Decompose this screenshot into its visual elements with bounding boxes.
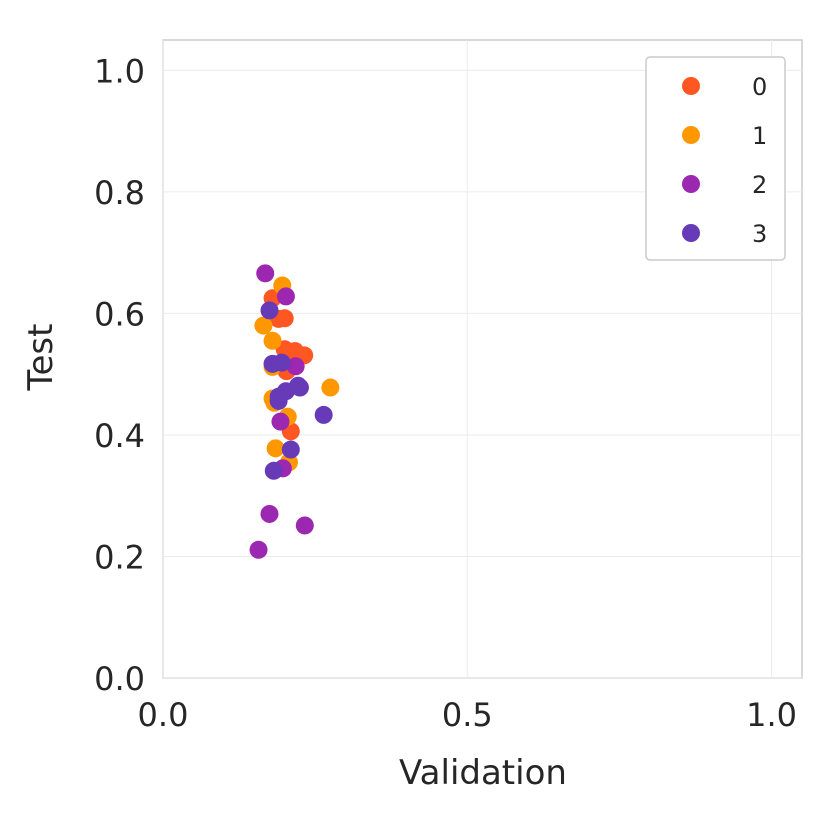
data-point (272, 353, 291, 372)
y-tick-label: 0.0 (94, 660, 145, 698)
legend-label: 3 (752, 220, 767, 248)
legend: 0 1 2 3 (645, 56, 786, 261)
legend-marker (682, 126, 700, 144)
data-point (281, 440, 300, 459)
data-point (249, 540, 268, 559)
legend-item-2: 2 (682, 171, 767, 199)
series-3 (260, 301, 333, 480)
data-point (286, 357, 305, 376)
legend-label: 0 (752, 73, 767, 101)
y-axis-label: Test (21, 324, 61, 392)
data-point (271, 412, 290, 431)
x-axis-ticks: 0.0 0.5 1.0 (138, 696, 797, 734)
data-point (260, 301, 279, 320)
data-point (295, 516, 314, 535)
data-point (254, 316, 273, 335)
y-axis-ticks: 0.0 0.2 0.4 0.6 0.8 1.0 (94, 52, 145, 698)
data-point (276, 287, 295, 306)
y-tick-label: 0.6 (94, 295, 145, 333)
legend-item-0: 0 (682, 73, 767, 101)
data-points (249, 264, 340, 559)
data-point (264, 461, 283, 480)
legend-item-3: 3 (682, 220, 767, 248)
legend-label: 1 (752, 122, 767, 150)
x-tick-label: 0.5 (442, 696, 493, 734)
x-axis-label: Validation (399, 753, 567, 793)
legend-box (645, 56, 786, 261)
legend-item-1: 1 (682, 122, 767, 150)
data-point (314, 405, 333, 424)
data-point (269, 391, 288, 410)
legend-marker (682, 77, 700, 95)
data-point (263, 331, 282, 350)
data-point (266, 439, 285, 458)
legend-label: 2 (752, 171, 767, 199)
legend-marker (682, 175, 700, 193)
data-point (260, 504, 279, 523)
data-point (256, 264, 275, 283)
x-tick-label: 1.0 (746, 696, 797, 734)
data-point (321, 378, 340, 397)
x-tick-label: 0.0 (138, 696, 189, 734)
data-point (290, 378, 309, 397)
y-tick-label: 1.0 (94, 52, 145, 90)
y-tick-label: 0.4 (94, 417, 145, 455)
y-tick-label: 0.2 (94, 538, 145, 576)
legend-marker (682, 224, 700, 242)
y-tick-label: 0.8 (94, 174, 145, 212)
